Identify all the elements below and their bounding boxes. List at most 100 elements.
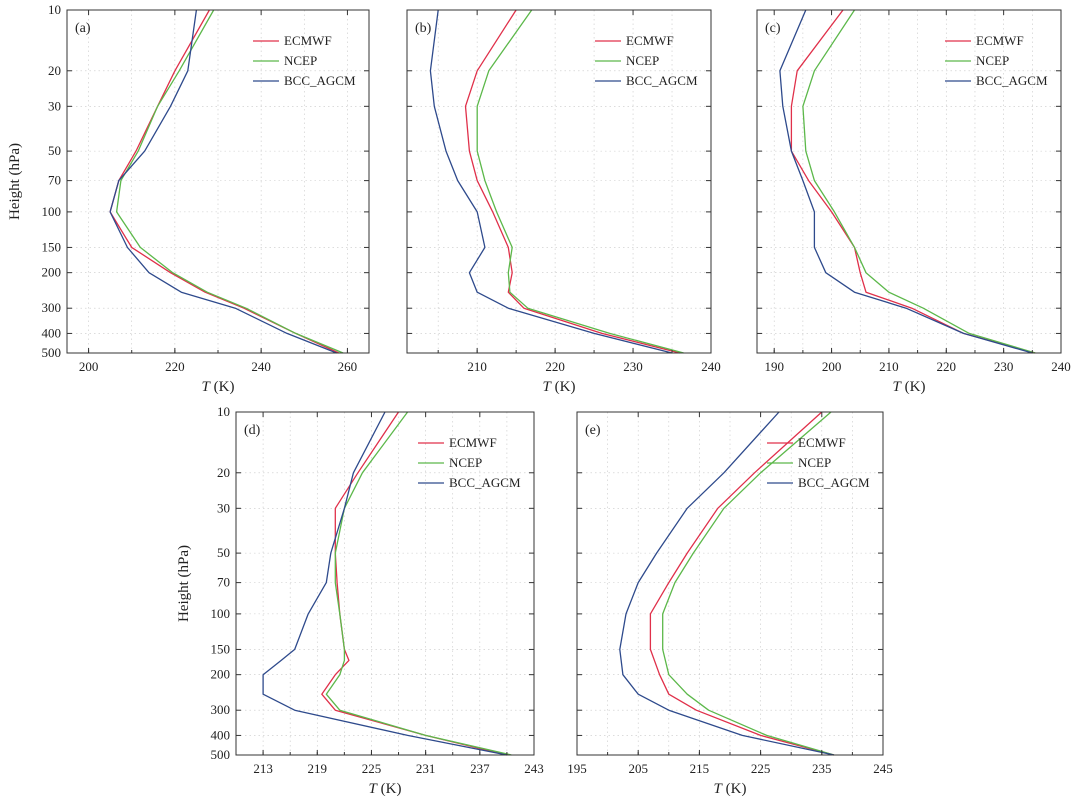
- y-tick-label: 400: [42, 325, 62, 340]
- series-line-ecmwf: [790, 9, 1036, 354]
- x-tick-label: 213: [253, 761, 273, 776]
- panel-label: (a): [75, 21, 91, 36]
- y-tick-label: 10: [217, 404, 230, 419]
- y-tick-label: 30: [48, 98, 61, 113]
- y-tick-label: 50: [217, 545, 230, 560]
- y-tick-label: 200: [42, 265, 62, 280]
- x-tick-label: 220: [545, 359, 565, 374]
- series-line-ncep: [662, 411, 835, 756]
- y-tick-label: 400: [211, 727, 231, 742]
- x-axis-title: T (K): [543, 379, 576, 395]
- x-tick-label: 225: [362, 761, 382, 776]
- x-tick-label: 200: [822, 359, 842, 374]
- x-axis-title: T (K): [369, 781, 402, 797]
- y-tick-label: 100: [211, 606, 231, 621]
- series-line-bcc-agcm: [262, 411, 508, 756]
- series-line-bcc-agcm: [109, 9, 337, 354]
- x-axis-title: T (K): [714, 781, 747, 797]
- panel-c: 190 200 210 220 230 240 T (K) (c) ECMWF NCEP BCC_A…: [756, 9, 1071, 395]
- legend-label: BCC_AGCM: [798, 475, 870, 490]
- legend-label: ECMWF: [449, 435, 497, 450]
- y-tick-label: 300: [42, 300, 62, 315]
- x-tick-label: 235: [812, 761, 832, 776]
- x-axis-title: T (K): [202, 379, 235, 395]
- legend-label: NCEP: [284, 53, 317, 68]
- series-line-bcc-agcm: [619, 411, 835, 756]
- x-tick-label: 205: [628, 761, 648, 776]
- x-tick-label: 215: [690, 761, 710, 776]
- legend-label: BCC_AGCM: [976, 73, 1048, 88]
- legend-label: ECMWF: [284, 33, 332, 48]
- x-tick-label: 240: [701, 359, 721, 374]
- y-tick-label: 200: [211, 667, 231, 682]
- grid-lines: [236, 412, 534, 755]
- y-tick-label: 500: [211, 747, 231, 762]
- y-tick-label: 150: [211, 641, 231, 656]
- legend-label: BCC_AGCM: [449, 475, 521, 490]
- panel-a: 200 220 240 260 10 20 30 50 70 100 150 200 300 400 500…: [7, 2, 370, 395]
- legend-label: ECMWF: [798, 435, 846, 450]
- legend: ECMWF NCEP BCC_AGCM: [945, 33, 1048, 88]
- x-tick-label: 220: [937, 359, 957, 374]
- legend-label: BCC_AGCM: [284, 73, 356, 88]
- plot-frame: [235, 411, 535, 756]
- panel-label: (d): [244, 423, 261, 438]
- x-tick-label: 219: [308, 761, 328, 776]
- series-line-bcc-agcm: [779, 9, 1033, 354]
- legend: ECMWF NCEP BCC_AGCM: [418, 435, 521, 490]
- x-tick-label: 230: [994, 359, 1014, 374]
- grid-lines: [67, 10, 369, 353]
- grid-lines: [407, 10, 711, 353]
- panel-d: 213 219 225 231 237 243 10 20 30 50 70 100 150 200 300…: [176, 404, 544, 797]
- series-line-ecmwf: [649, 411, 835, 756]
- legend-label: ECMWF: [976, 33, 1024, 48]
- series-line-ncep: [802, 9, 1036, 354]
- y-tick-label: 20: [217, 465, 230, 480]
- x-tick-label: 230: [623, 359, 643, 374]
- y-tick-label: 10: [48, 2, 61, 17]
- legend: ECMWF NCEP BCC_AGCM: [253, 33, 356, 88]
- y-axis-title: Height (hPa): [176, 545, 192, 622]
- series-line-ncep: [115, 9, 344, 354]
- legend-label: BCC_AGCM: [626, 73, 698, 88]
- y-tick-label: 300: [211, 702, 231, 717]
- y-tick-label: 100: [42, 204, 62, 219]
- y-tick-label: 20: [48, 63, 61, 78]
- y-tick-label: 70: [217, 575, 230, 590]
- panel-e: 195 205 215 225 235 245 T (K) (e) ECMWF NCEP BCC_A…: [567, 411, 893, 797]
- y-tick-label: 50: [48, 143, 61, 158]
- x-tick-label: 210: [467, 359, 487, 374]
- grid-lines: [757, 10, 1061, 353]
- grid-lines: [577, 412, 883, 755]
- x-tick-label: 237: [470, 761, 490, 776]
- series-line-ncep: [476, 9, 684, 354]
- plot-frame: [756, 9, 1062, 354]
- legend-label: NCEP: [798, 455, 831, 470]
- x-axis-title: T (K): [893, 379, 926, 395]
- y-tick-label: 150: [42, 239, 62, 254]
- x-tick-label: 220: [165, 359, 185, 374]
- panel-label: (c): [765, 21, 781, 36]
- x-tick-label: 240: [251, 359, 271, 374]
- y-tick-label: 30: [217, 500, 230, 515]
- y-tick-label: 500: [42, 345, 62, 360]
- x-tick-label: 240: [1051, 359, 1071, 374]
- legend-label: NCEP: [976, 53, 1009, 68]
- series-line-ecmwf: [464, 9, 680, 354]
- series-line-bcc-agcm: [429, 9, 673, 354]
- x-tick-label: 245: [873, 761, 893, 776]
- y-tick-label: 70: [48, 173, 61, 188]
- x-tick-label: 195: [567, 761, 587, 776]
- x-tick-label: 200: [79, 359, 99, 374]
- panel-label: (b): [415, 21, 432, 36]
- legend-label: NCEP: [626, 53, 659, 68]
- legend-label: ECMWF: [626, 33, 674, 48]
- panel-b: 210 220 230 240 T (K) (b) ECMWF NCEP BCC_AGCM: [406, 9, 721, 395]
- plot-frame: [406, 9, 712, 354]
- x-tick-label: 231: [416, 761, 436, 776]
- x-tick-label: 210: [879, 359, 899, 374]
- x-tick-label: 190: [764, 359, 784, 374]
- panel-label: (e): [585, 423, 601, 438]
- legend-label: NCEP: [449, 455, 482, 470]
